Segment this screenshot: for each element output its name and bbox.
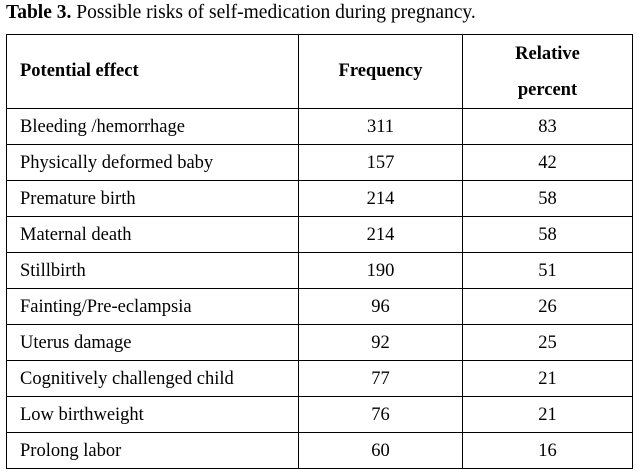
cell-effect: Premature birth — [6, 180, 299, 217]
cell-effect: Maternal death — [6, 216, 299, 253]
cell-frequency: 311 — [298, 108, 463, 145]
table-header: Potential effect Frequency Relative perc… — [6, 34, 633, 109]
header-row: Potential effect Frequency Relative perc… — [6, 34, 633, 109]
header-potential-effect: Potential effect — [6, 34, 299, 109]
table-caption-label: Table 3. — [6, 2, 72, 23]
table-row: Maternal death 214 58 — [6, 216, 633, 253]
table-row: Cognitively challenged child 77 21 — [6, 360, 633, 397]
cell-frequency: 96 — [298, 288, 463, 325]
cell-frequency: 92 — [298, 324, 463, 361]
table-row: Uterus damage 92 25 — [6, 324, 633, 361]
cell-percent: 58 — [462, 180, 633, 217]
table-row: Physically deformed baby 157 42 — [6, 144, 633, 181]
cell-frequency: 60 — [298, 432, 463, 469]
cell-frequency: 214 — [298, 180, 463, 217]
cell-effect: Physically deformed baby — [6, 144, 299, 181]
cell-frequency: 157 — [298, 144, 463, 181]
cell-percent: 51 — [462, 252, 633, 289]
cell-effect: Uterus damage — [6, 324, 299, 361]
table-row: Bleeding /hemorrhage 311 83 — [6, 108, 633, 145]
cell-frequency: 190 — [298, 252, 463, 289]
risks-table: Potential effect Frequency Relative perc… — [6, 34, 633, 469]
table-row: Low birthweight 76 21 — [6, 396, 633, 433]
table-row: Stillbirth 190 51 — [6, 252, 633, 289]
cell-percent: 16 — [462, 432, 633, 469]
header-frequency: Frequency — [298, 34, 463, 109]
table-caption: Table 3. Possible risks of self-medicati… — [6, 1, 476, 25]
cell-effect: Cognitively challenged child — [6, 360, 299, 397]
table-row: Prolong labor 60 16 — [6, 432, 633, 469]
cell-percent: 21 — [462, 396, 633, 433]
cell-effect: Bleeding /hemorrhage — [6, 108, 299, 145]
table-caption-text: Possible risks of self-medication during… — [71, 2, 476, 23]
cell-percent: 25 — [462, 324, 633, 361]
cell-frequency: 76 — [298, 396, 463, 433]
cell-percent: 21 — [462, 360, 633, 397]
header-relative-percent-line1: Relative — [515, 43, 580, 64]
cell-percent: 42 — [462, 144, 633, 181]
cell-frequency: 214 — [298, 216, 463, 253]
table-row: Fainting/Pre-eclampsia 96 26 — [6, 288, 633, 325]
cell-percent: 26 — [462, 288, 633, 325]
cell-frequency: 77 — [298, 360, 463, 397]
cell-percent: 58 — [462, 216, 633, 253]
cell-effect: Prolong labor — [6, 432, 299, 469]
cell-percent: 83 — [462, 108, 633, 145]
cell-effect: Fainting/Pre-eclampsia — [6, 288, 299, 325]
cell-effect: Low birthweight — [6, 396, 299, 433]
cell-effect: Stillbirth — [6, 252, 299, 289]
header-relative-percent-line2: percent — [517, 79, 578, 100]
table-body: Bleeding /hemorrhage 311 83 Physically d… — [6, 108, 633, 469]
table-row: Premature birth 214 58 — [6, 180, 633, 217]
header-relative-percent: Relative percent — [462, 34, 633, 109]
